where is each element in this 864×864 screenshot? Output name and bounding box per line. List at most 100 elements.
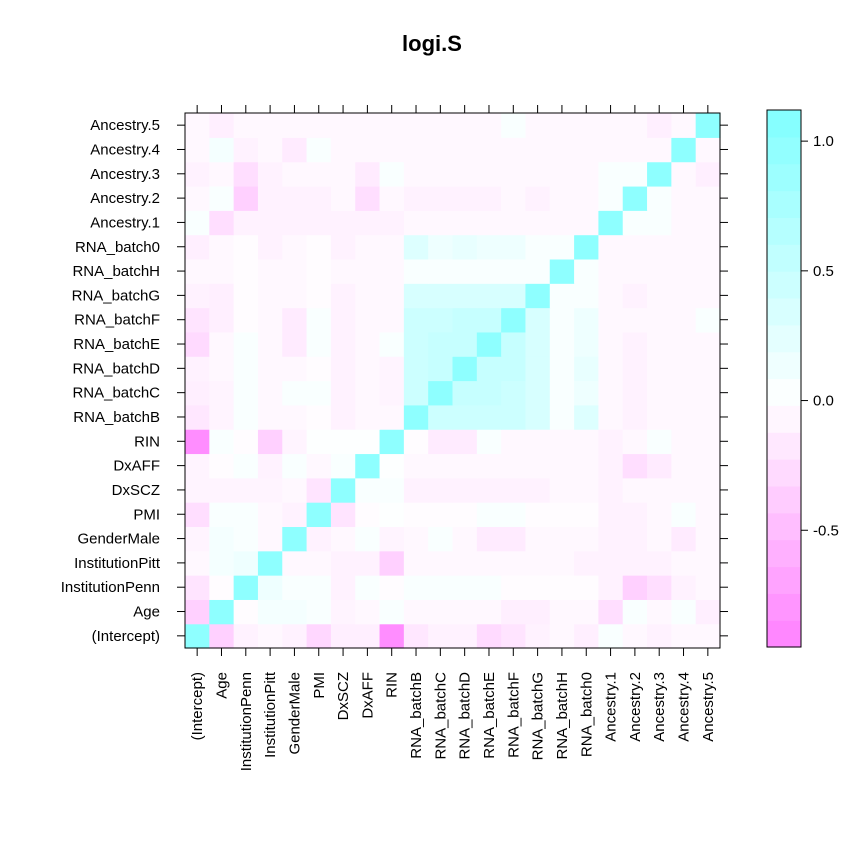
heatmap-cell xyxy=(257,623,283,649)
heatmap-cell xyxy=(452,210,478,236)
heatmap-cell xyxy=(647,550,672,576)
heatmap-cell xyxy=(257,307,283,333)
heatmap-cell xyxy=(501,429,527,455)
heatmap-cell xyxy=(233,599,259,625)
heatmap-cell xyxy=(330,575,356,600)
heatmap-cell xyxy=(452,526,478,552)
heatmap-cell xyxy=(501,623,527,649)
heatmap-cell xyxy=(452,113,478,138)
y-tick-label: RNA_batchF xyxy=(74,312,160,329)
heatmap-cell xyxy=(403,210,429,236)
heatmap-cell xyxy=(355,113,381,138)
heatmap-cell xyxy=(306,185,332,211)
heatmap-cell xyxy=(695,380,721,406)
heatmap-cell xyxy=(622,331,648,357)
heatmap-cell xyxy=(306,599,332,625)
heatmap-cell xyxy=(525,185,551,211)
heatmap-cell xyxy=(549,575,575,600)
heatmap-cell xyxy=(452,258,478,284)
heatmap-cell xyxy=(257,599,283,625)
heatmap-cell xyxy=(695,210,721,236)
heatmap-cell xyxy=(330,477,356,503)
heatmap-cell xyxy=(501,283,527,309)
y-tick-label: PMI xyxy=(133,506,160,523)
heatmap-cell xyxy=(671,404,697,430)
heatmap-cell xyxy=(257,404,283,430)
heatmap-cell xyxy=(671,331,697,357)
heatmap-cell xyxy=(282,575,308,600)
heatmap-cell xyxy=(622,526,648,552)
heatmap-cell xyxy=(695,429,721,455)
heatmap-cell xyxy=(549,331,575,357)
heatmap-cell xyxy=(452,550,478,576)
x-tick-label: RIN xyxy=(384,672,401,698)
heatmap-cell xyxy=(549,599,575,625)
heatmap-cell xyxy=(282,429,308,455)
heatmap-cell xyxy=(282,161,308,187)
heatmap-cell xyxy=(695,453,721,479)
heatmap-cell xyxy=(428,575,454,600)
heatmap-cell xyxy=(574,185,600,211)
heatmap-cell xyxy=(647,185,672,211)
colorbar-segment xyxy=(767,432,801,460)
heatmap-cell xyxy=(622,137,648,163)
heatmap-cell xyxy=(403,258,429,284)
heatmap-cell xyxy=(647,575,672,600)
heatmap-cell xyxy=(355,429,381,455)
x-tick-label: RNA_batchC xyxy=(432,672,449,760)
heatmap-cell xyxy=(598,331,624,357)
heatmap-cell xyxy=(306,210,332,236)
heatmap-cell xyxy=(452,599,478,625)
heatmap-cell xyxy=(647,331,672,357)
heatmap-cell xyxy=(598,185,624,211)
heatmap-cell xyxy=(379,623,405,649)
heatmap-cell xyxy=(355,526,381,552)
x-tick-label: Ancestry.1 xyxy=(603,672,620,742)
heatmap-cell xyxy=(598,161,624,187)
heatmap-cell xyxy=(452,307,478,333)
y-tick-label: RNA_batchG xyxy=(72,287,160,304)
heatmap-cell xyxy=(549,453,575,479)
heatmap-cell xyxy=(476,331,502,357)
heatmap-cell xyxy=(306,113,332,138)
heatmap-cell xyxy=(501,550,527,576)
heatmap-cell xyxy=(452,331,478,357)
colorbar-tick-label: 0.0 xyxy=(813,393,834,410)
colorbar-segment xyxy=(767,136,801,165)
heatmap-cell xyxy=(622,258,648,284)
chart-title: logi.S xyxy=(402,31,462,56)
heatmap-cell xyxy=(452,502,478,528)
plot-frame xyxy=(184,112,721,649)
heatmap-cell xyxy=(403,526,429,552)
heatmap-cell xyxy=(695,137,721,163)
heatmap-cell xyxy=(282,599,308,625)
heatmap-cell xyxy=(671,453,697,479)
heatmap-cell xyxy=(598,599,624,625)
colorbar-segment xyxy=(767,244,801,272)
heatmap-cell xyxy=(525,404,551,430)
heatmap-cell xyxy=(549,283,575,309)
heatmap-cell xyxy=(185,502,210,528)
heatmap-cell xyxy=(282,502,308,528)
heatmap-cell xyxy=(306,453,332,479)
y-axis-labels: (Intercept) Age InstitutionPenn Institution… xyxy=(61,117,161,645)
heatmap-cell xyxy=(209,477,235,503)
heatmap-cell xyxy=(355,356,381,382)
heatmap-cell xyxy=(671,477,697,503)
heatmap-cell xyxy=(428,429,454,455)
heatmap-cell xyxy=(452,185,478,211)
heatmap-cell xyxy=(647,477,672,503)
heatmap-cell xyxy=(574,526,600,552)
heatmap-cell xyxy=(671,550,697,576)
heatmap-cell xyxy=(574,307,600,333)
heatmap-cell xyxy=(209,429,235,455)
heatmap-cell xyxy=(306,502,332,528)
x-tick-label: Ancestry.3 xyxy=(651,672,668,742)
heatmap-cell xyxy=(282,453,308,479)
heatmap-cell xyxy=(355,307,381,333)
heatmap-cell xyxy=(185,307,210,333)
heatmap-cell xyxy=(355,380,381,406)
y-tick-label: InstitutionPenn xyxy=(61,579,160,596)
heatmap-cell xyxy=(452,477,478,503)
heatmap-cell xyxy=(185,161,210,187)
